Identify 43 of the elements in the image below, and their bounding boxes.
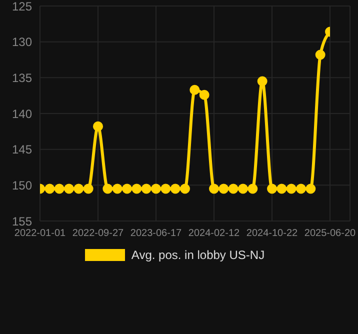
x-tick-label: 2024-02-12 [188, 228, 240, 240]
point [170, 184, 180, 194]
point [190, 84, 200, 95]
point [93, 121, 103, 132]
y-tick-label: 135 [12, 70, 32, 85]
point [44, 184, 55, 194]
point [112, 184, 122, 194]
point [54, 184, 64, 194]
point [122, 184, 132, 194]
point [296, 184, 306, 194]
point [83, 184, 94, 194]
point [102, 184, 113, 194]
point [199, 90, 210, 100]
x-tick-label: 2022-01-01 [14, 228, 66, 240]
point [141, 184, 152, 194]
point [209, 184, 219, 194]
point [151, 184, 161, 194]
point [286, 184, 296, 194]
point [257, 76, 268, 86]
y-tick-label: 130 [12, 35, 32, 50]
point [180, 184, 190, 194]
y-tick-label: 150 [12, 178, 32, 192]
legend-label: Avg. pos. in lobby US-NJ [131, 248, 265, 262]
y-tick-label: 155 [12, 214, 32, 228]
x-tick-label: 2022-09-27 [72, 228, 124, 240]
point [276, 184, 287, 194]
point [248, 184, 258, 194]
point [228, 184, 238, 194]
point [218, 184, 229, 194]
x-tick-label: 2023-06-17 [130, 228, 182, 240]
point [315, 50, 326, 60]
point [306, 184, 316, 194]
point [238, 184, 248, 194]
x-tick-label: 2025-06-20 [304, 228, 356, 240]
point [267, 184, 277, 194]
y-tick-label: 140 [12, 106, 32, 121]
point [74, 184, 84, 194]
y-tick-label: 125 [12, 0, 32, 14]
point [160, 184, 171, 194]
point [64, 184, 74, 194]
x-tick-label: 2024-10-22 [246, 228, 298, 240]
y-tick-label: 145 [12, 142, 32, 157]
point [132, 184, 142, 194]
